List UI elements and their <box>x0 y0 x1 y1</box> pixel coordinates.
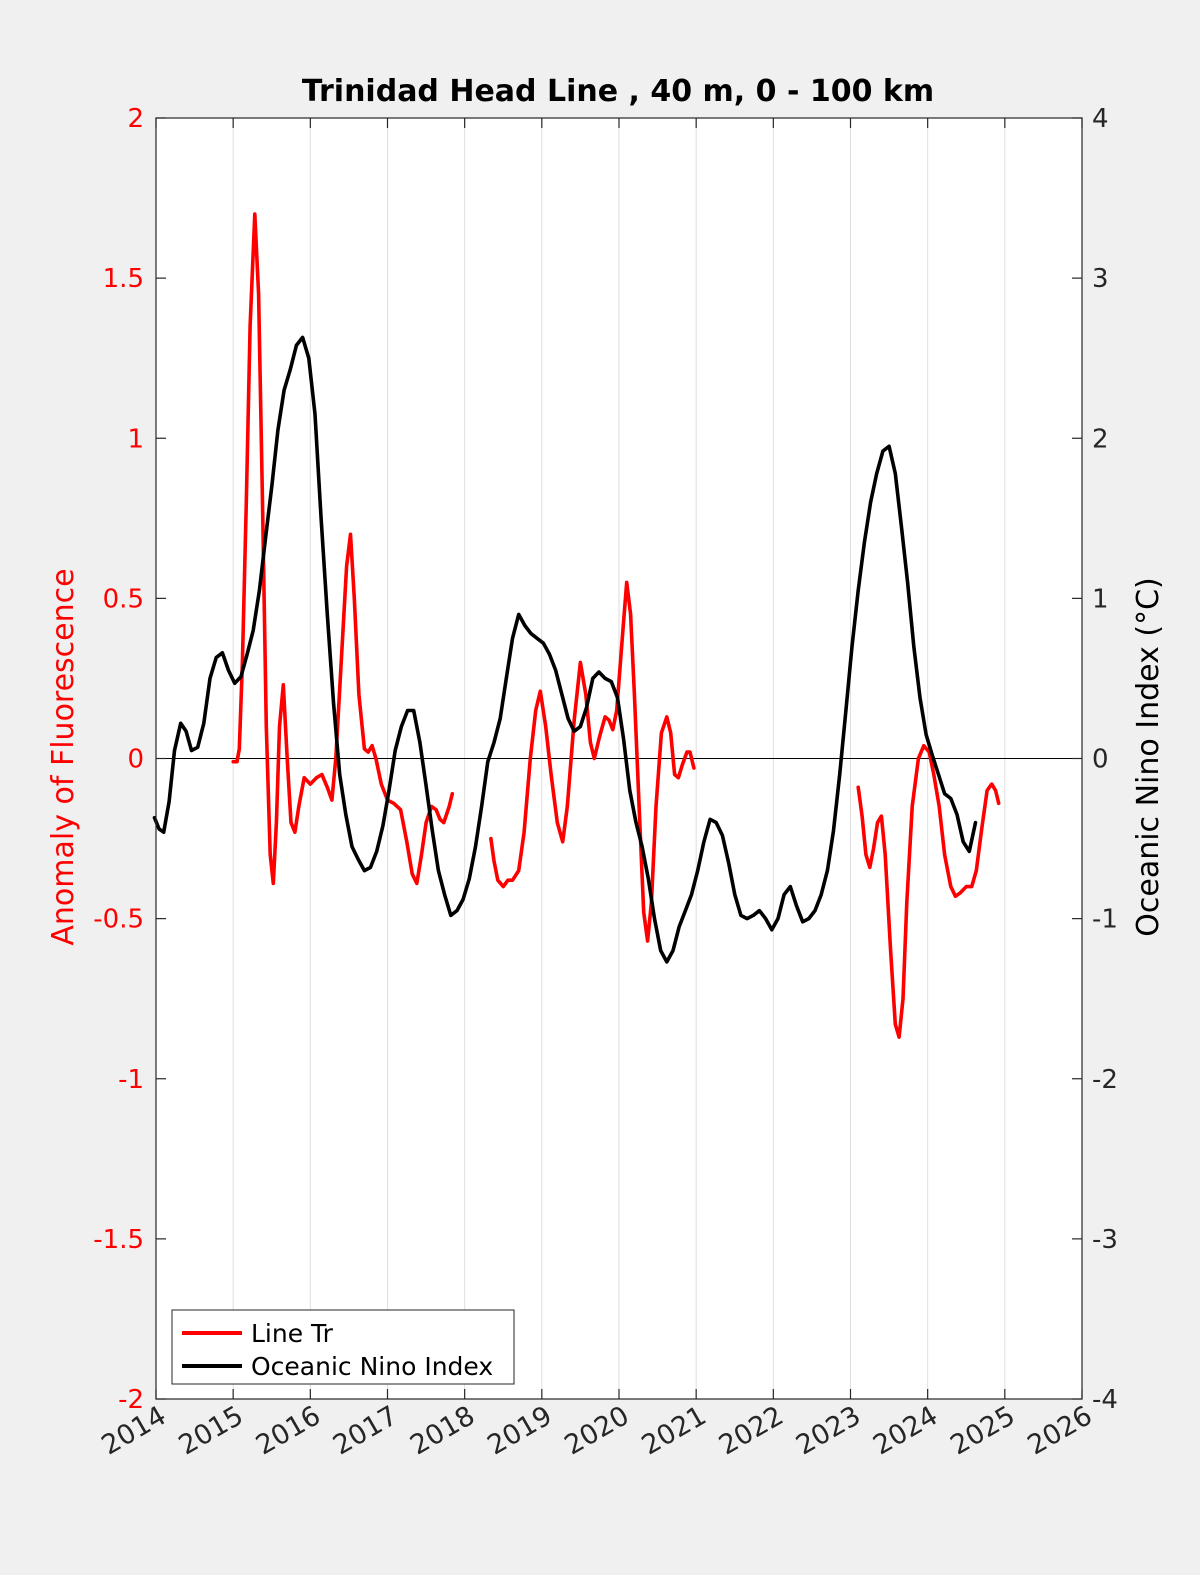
y-right-tick-label: -1 <box>1092 905 1118 935</box>
legend: Line Tr Oceanic Nino Index <box>171 1309 515 1385</box>
y-left-tick-label: 2 <box>127 104 144 134</box>
y-left-tick-label: -2 <box>118 1385 144 1415</box>
series-layer <box>152 212 1001 1039</box>
y-left-tick-label: 1.5 <box>103 264 144 294</box>
series-line-line-tr <box>231 212 455 886</box>
legend-label-oni: Oceanic Nino Index <box>251 1352 493 1381</box>
y-right-tick-label: -2 <box>1092 1065 1118 1095</box>
y-left-tick-label: -0.5 <box>93 905 144 935</box>
y-right-tick-label: 0 <box>1092 745 1109 775</box>
legend-label-line-tr: Line Tr <box>251 1319 334 1348</box>
series-line-oceanic-nino-index <box>152 335 978 964</box>
y-left-tick-label: -1.5 <box>93 1225 144 1255</box>
y-left-tick-label: 1 <box>127 424 144 454</box>
y-right-tick-label: 4 <box>1092 104 1109 134</box>
y-left-tick-label: -1 <box>118 1065 144 1095</box>
y-left-tick-label: 0.5 <box>103 584 144 614</box>
y-right-axis-label: Oceanic Nino Index (°C) <box>1131 577 1166 937</box>
y-left-axis-label: Anomaly of Fluorescence <box>46 568 81 945</box>
y-right-tick-label: -4 <box>1092 1385 1118 1415</box>
chart-title: Trinidad Head Line , 40 m, 0 - 100 km <box>302 74 934 109</box>
y-right-tick-label: 3 <box>1092 264 1109 294</box>
series-line-line-tr <box>856 743 1001 1039</box>
legend-box <box>171 1309 515 1385</box>
y-left-tick-label: 0 <box>127 745 144 775</box>
y-right-tick-label: 1 <box>1092 584 1109 614</box>
y-right-tick-label: 2 <box>1092 424 1109 454</box>
series-line-line-tr <box>489 580 696 943</box>
y-right-tick-label: -3 <box>1092 1225 1118 1255</box>
